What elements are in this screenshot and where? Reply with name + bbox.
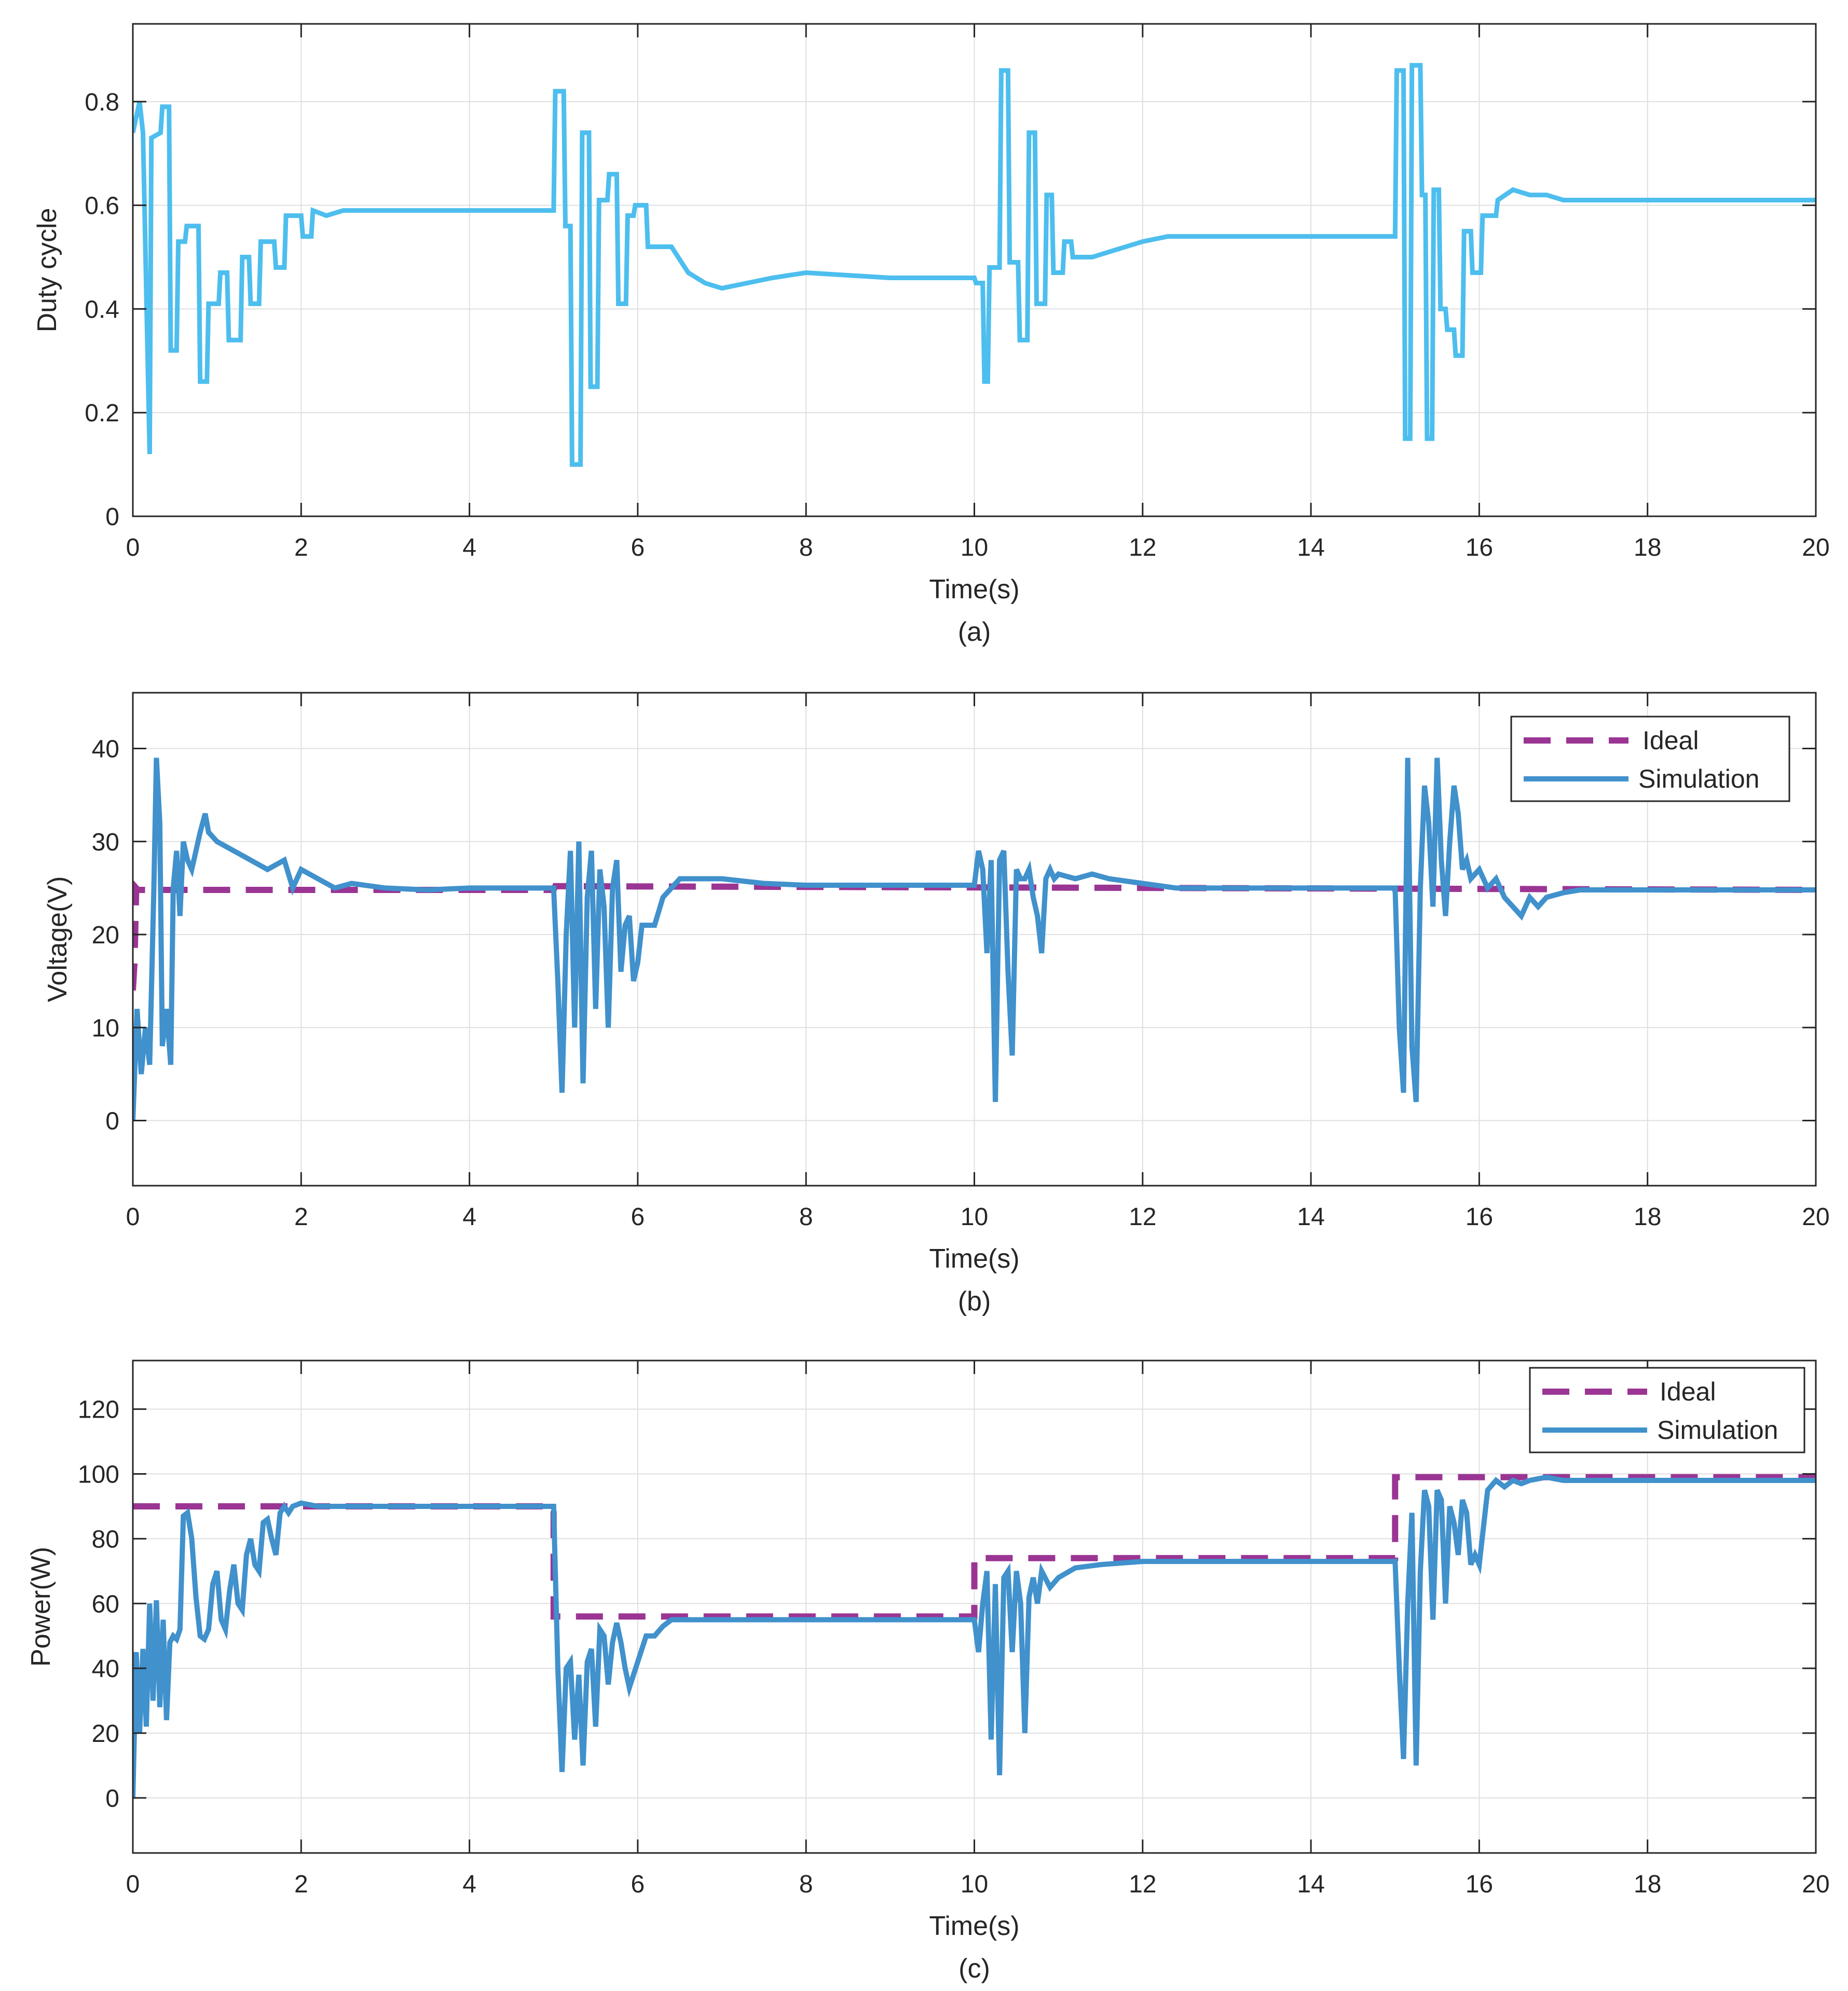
voltage-ytick-label: 20 [92,922,119,949]
duty-xtick-label: 8 [799,534,813,561]
voltage-legend: Ideal Simulation [1510,716,1790,802]
power-chart: 0 2 4 6 8 10 12 14 16 18 20 0 20 40 60 80 100 120 Ideal S… [26,1360,1830,1984]
power-ytick-label: 20 [92,1720,119,1748]
power-grid [132,1361,1816,1853]
power-xtick-label: 8 [799,1871,813,1898]
voltage-xtick-label: 10 [961,1203,988,1231]
voltage-xtick-label: 0 [126,1203,140,1231]
power-ytick-label: 100 [78,1461,119,1489]
duty-ytick-label: 0.8 [85,89,119,116]
duty-xtick-label: 20 [1802,534,1829,561]
voltage-ytick-label: 40 [92,736,119,763]
power-xtick-label: 10 [961,1871,988,1898]
power-ytick-label: 40 [92,1655,119,1683]
power-xtick-label: 16 [1466,1871,1493,1898]
power-series [133,1474,1816,1798]
power-ytick-label: 120 [78,1396,119,1424]
duty-xtick-label: 2 [294,534,308,561]
power-xtick-label: 4 [462,1871,476,1898]
duty-cycle-chart: 0 2 4 6 8 10 12 14 16 18 20 0 0.2 0.4 0.6 0.8 Time(s) D… [32,23,1830,647]
voltage-legend-box [1510,716,1790,802]
duty-xtick-label: 16 [1466,534,1493,561]
duty-xtick-label: 6 [631,534,645,561]
power-legend-ideal-label: Ideal [1660,1377,1716,1406]
voltage-y-axis-label: Voltage(V) [43,876,73,1003]
voltage-xtick-label: 16 [1466,1203,1493,1231]
duty-xtick-label: 4 [462,534,476,561]
power-legend-simulation-label: Simulation [1657,1416,1778,1445]
voltage-ticks: 0 2 4 6 8 10 12 14 16 18 20 0 10 20 30 40 [92,693,1830,1231]
duty-xtick-label: 18 [1634,534,1661,561]
duty-series [133,63,1816,467]
voltage-xtick-label: 20 [1802,1203,1829,1231]
voltage-xtick-label: 2 [294,1203,308,1231]
duty-ytick-label: 0.6 [85,193,119,220]
voltage-x-axis-label: Time(s) [929,1244,1019,1274]
voltage-chart: 0 2 4 6 8 10 12 14 16 18 20 0 10 20 30 40 Ideal Simulat… [43,692,1830,1316]
power-legend-box [1529,1367,1805,1453]
duty-ticks: 0 2 4 6 8 10 12 14 16 18 20 0 0.2 0.4 0.6 0.8 [85,24,1830,561]
duty-xtick-label: 10 [961,534,988,561]
power-caption: (c) [959,1954,990,1984]
voltage-xtick-label: 8 [799,1203,813,1231]
power-xtick-label: 14 [1297,1871,1324,1898]
power-xtick-label: 6 [631,1871,645,1898]
power-ytick-label: 0 [105,1785,119,1813]
power-legend: Ideal Simulation [1529,1367,1805,1453]
power-xtick-label: 12 [1129,1871,1156,1898]
voltage-xtick-label: 18 [1634,1203,1661,1231]
voltage-legend-simulation-label: Simulation [1638,764,1759,793]
voltage-ytick-label: 0 [105,1108,119,1135]
power-xtick-label: 20 [1802,1871,1829,1898]
voltage-caption: (b) [958,1286,991,1316]
voltage-xtick-label: 12 [1129,1203,1156,1231]
duty-series-duty-cycle [133,63,1816,467]
power-ticks: 0 2 4 6 8 10 12 14 16 18 20 0 20 40 60 80 100 120 [78,1361,1830,1898]
duty-caption: (a) [958,617,991,647]
power-y-axis-label: Power(W) [26,1547,56,1667]
voltage-ytick-label: 10 [92,1014,119,1042]
power-ytick-label: 80 [92,1526,119,1553]
duty-xtick-label: 14 [1297,534,1324,561]
power-xtick-label: 2 [294,1871,308,1898]
voltage-xtick-label: 4 [462,1203,476,1231]
voltage-series-simulation [133,758,1816,1121]
power-x-axis-label: Time(s) [929,1911,1019,1941]
voltage-ytick-label: 30 [92,829,119,856]
duty-xtick-label: 0 [126,534,140,561]
duty-ytick-label: 0 [105,503,119,531]
duty-ytick-label: 0.2 [85,400,119,427]
voltage-xtick-label: 6 [631,1203,645,1231]
voltage-legend-ideal-label: Ideal [1642,726,1699,755]
power-series-simulation [133,1474,1816,1798]
voltage-series [133,758,1816,1121]
power-xtick-label: 18 [1634,1871,1661,1898]
duty-y-axis-label: Duty cycle [32,208,62,333]
voltage-xtick-label: 14 [1297,1203,1324,1231]
duty-x-axis-label: Time(s) [929,574,1019,605]
duty-xtick-label: 12 [1129,534,1156,561]
duty-ytick-label: 0.4 [85,296,119,323]
power-ytick-label: 60 [92,1590,119,1618]
power-xtick-label: 0 [126,1871,140,1898]
